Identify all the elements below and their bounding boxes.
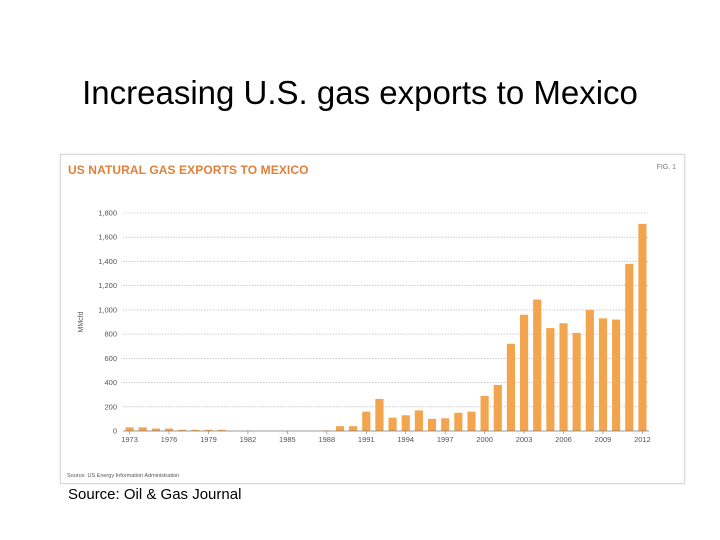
x-tick-label: 1979: [200, 435, 217, 444]
bar: [546, 328, 555, 431]
bar: [506, 343, 516, 431]
bar: [125, 427, 134, 431]
y-axis-label: MMcfd: [78, 311, 85, 332]
x-tick-label: 2000: [476, 435, 493, 444]
bar: [151, 428, 160, 431]
x-tick-label: 2012: [634, 435, 651, 444]
x-tick-label: 2009: [595, 435, 612, 444]
y-tick-label: 800: [104, 330, 117, 339]
chart-source-note: Source: US Energy Information Administra…: [67, 473, 180, 479]
x-tick-label: 1976: [161, 435, 178, 444]
bar: [427, 418, 437, 431]
bar: [178, 429, 187, 431]
x-tick-label: 2006: [555, 435, 572, 444]
x-tick-label: 1997: [437, 435, 454, 444]
bar: [138, 427, 147, 431]
bar: [533, 299, 542, 431]
x-tick-label: 1988: [318, 435, 335, 444]
bar: [598, 318, 608, 431]
chart-figure: US NATURAL GAS EXPORTS TO MEXICO FIG. 1 …: [60, 154, 685, 484]
bar: [362, 411, 371, 431]
bar: [519, 314, 529, 431]
bar-chart: 0 200 400 600 800 1,000 1,200 1,400 1,600 1,800 MM…: [78, 209, 651, 445]
bar: [480, 395, 489, 431]
bar: [493, 384, 502, 431]
slide-title: Increasing U.S. gas exports to Mexico: [82, 74, 638, 111]
y-tick-label: 600: [104, 354, 117, 363]
y-tick-label: 1,800: [98, 209, 117, 218]
figure-label: FIG. 1: [656, 164, 676, 171]
x-tick-label: 2003: [516, 435, 533, 444]
x-tick-label: 1994: [397, 435, 414, 444]
bar: [625, 263, 634, 431]
bar: [585, 309, 594, 431]
x-tick-label: 1985: [279, 435, 296, 444]
y-tick-label: 200: [104, 402, 117, 411]
x-tick-label: 1973: [121, 435, 138, 444]
bar: [217, 429, 226, 431]
bar: [559, 323, 568, 431]
bar: [612, 319, 621, 431]
bar: [388, 417, 397, 431]
bar: [572, 332, 581, 431]
bar: [454, 412, 463, 431]
bar: [191, 429, 200, 431]
bar: [467, 411, 476, 431]
bar: [349, 426, 358, 431]
y-tick-label: 1,000: [98, 305, 117, 314]
y-tick-label: 0: [113, 427, 117, 436]
chart-title: US NATURAL GAS EXPORTS TO MEXICO: [68, 163, 309, 177]
bar: [414, 410, 423, 431]
bar: [638, 223, 647, 431]
slide-source: Source: Oil & Gas Journal: [68, 486, 242, 503]
bar: [335, 426, 345, 431]
y-tick-label: 1,600: [98, 233, 117, 242]
bar: [441, 418, 450, 431]
x-tick-label: 1991: [358, 435, 375, 444]
bar: [204, 429, 213, 431]
bar: [375, 398, 384, 431]
y-tick-label: 1,400: [98, 257, 117, 266]
x-tick-label: 1982: [240, 435, 257, 444]
y-tick-label: 400: [104, 378, 117, 387]
bar: [401, 415, 410, 431]
y-tick-label: 1,200: [98, 281, 117, 290]
bar: [164, 428, 174, 431]
